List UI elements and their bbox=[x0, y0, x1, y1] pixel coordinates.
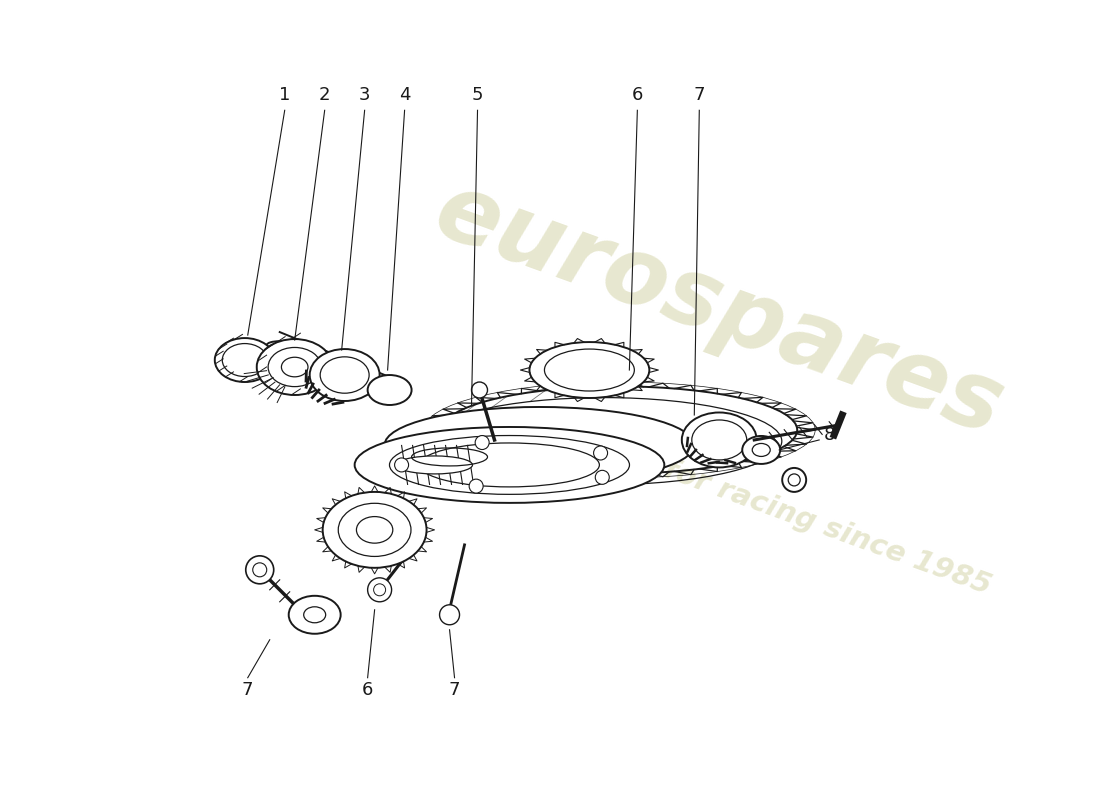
Ellipse shape bbox=[682, 413, 757, 467]
Text: 1: 1 bbox=[279, 86, 290, 104]
Circle shape bbox=[595, 470, 609, 484]
Ellipse shape bbox=[419, 443, 600, 487]
Ellipse shape bbox=[256, 339, 332, 395]
Ellipse shape bbox=[742, 436, 780, 464]
Text: 5: 5 bbox=[472, 86, 483, 104]
Circle shape bbox=[367, 578, 392, 602]
Circle shape bbox=[395, 458, 408, 472]
Ellipse shape bbox=[367, 375, 411, 405]
Circle shape bbox=[472, 382, 487, 398]
Ellipse shape bbox=[376, 386, 403, 394]
Text: 7: 7 bbox=[449, 681, 460, 698]
Text: a passion for racing since 1985: a passion for racing since 1985 bbox=[504, 399, 994, 601]
Text: 2: 2 bbox=[319, 86, 330, 104]
Text: 6: 6 bbox=[362, 681, 373, 698]
Ellipse shape bbox=[288, 596, 341, 634]
Ellipse shape bbox=[266, 341, 293, 349]
Circle shape bbox=[782, 468, 806, 492]
Text: 8: 8 bbox=[824, 426, 835, 444]
Ellipse shape bbox=[397, 456, 473, 474]
Text: 6: 6 bbox=[631, 86, 644, 104]
Ellipse shape bbox=[322, 492, 427, 568]
Ellipse shape bbox=[385, 407, 694, 483]
Text: eurospares: eurospares bbox=[422, 165, 1015, 455]
Ellipse shape bbox=[354, 427, 664, 503]
Circle shape bbox=[440, 605, 460, 625]
Text: 7: 7 bbox=[693, 86, 705, 104]
Text: 4: 4 bbox=[399, 86, 410, 104]
Ellipse shape bbox=[529, 342, 649, 398]
Circle shape bbox=[469, 479, 483, 493]
Circle shape bbox=[594, 446, 607, 460]
Circle shape bbox=[475, 435, 490, 450]
Circle shape bbox=[245, 556, 274, 584]
Text: 3: 3 bbox=[359, 86, 371, 104]
Text: 7: 7 bbox=[242, 681, 253, 698]
Ellipse shape bbox=[214, 338, 275, 382]
Ellipse shape bbox=[310, 349, 380, 401]
